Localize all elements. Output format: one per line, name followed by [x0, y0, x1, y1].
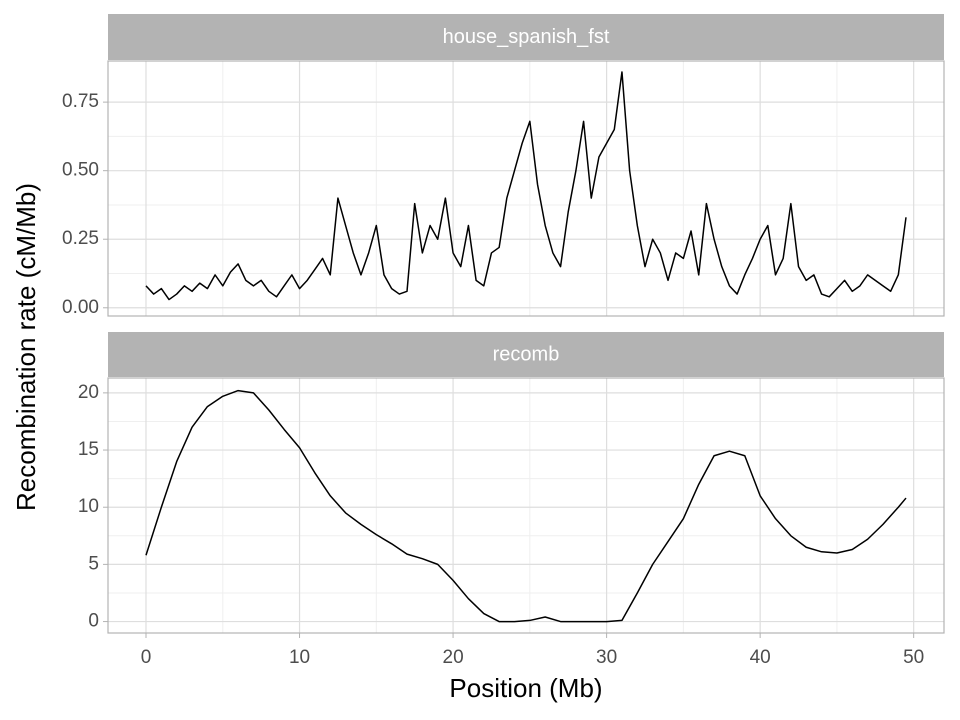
- x-tick-label: 10: [289, 647, 310, 668]
- x-tick-label: 50: [903, 647, 924, 668]
- data-line: [145, 71, 907, 301]
- y-tick-label: 0.75: [62, 91, 99, 112]
- strip: [108, 332, 944, 377]
- y-axis-title: Recombination rate (cM/Mb): [11, 183, 41, 511]
- data-line: [145, 389, 907, 623]
- panel-border: [107, 377, 945, 634]
- y-tick-label: 0: [88, 611, 99, 632]
- strip: [108, 14, 944, 60]
- x-tick-label: 0: [141, 647, 152, 668]
- x-tick-label: 40: [750, 647, 771, 668]
- y-tick-label: 0.25: [62, 228, 99, 249]
- y-tick-label: 0.00: [62, 297, 99, 318]
- strip-label: recomb: [493, 343, 560, 365]
- y-tick-label: 10: [78, 496, 99, 517]
- x-axis-title: Position (Mb): [449, 673, 602, 703]
- strip-label: house_spanish_fst: [443, 26, 610, 48]
- y-tick-label: 5: [88, 553, 99, 574]
- panel-border: [107, 60, 945, 317]
- y-tick-label: 15: [78, 439, 99, 460]
- x-tick-label: 20: [443, 647, 464, 668]
- x-tick-label: 30: [596, 647, 617, 668]
- y-tick-label: 20: [78, 382, 99, 403]
- y-tick-label: 0.50: [62, 160, 99, 181]
